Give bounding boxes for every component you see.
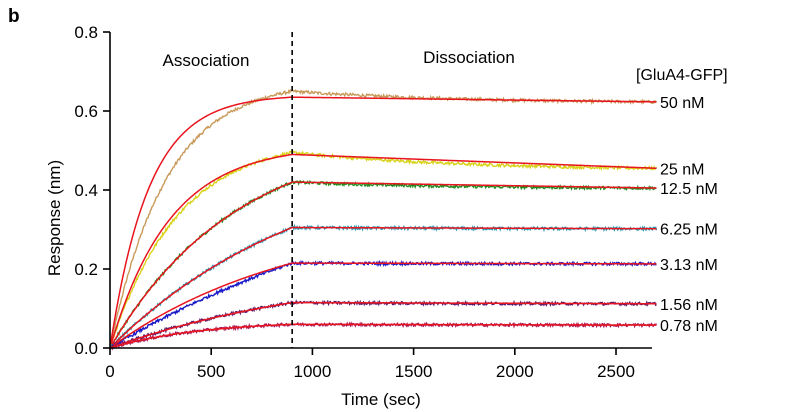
- concentration-label: 6.25 nM: [660, 222, 718, 239]
- data-trace: [109, 88, 658, 348]
- panel-label: b: [8, 6, 20, 27]
- concentration-label: 0.78 nM: [660, 318, 718, 335]
- fit-curve: [109, 96, 657, 349]
- x-axis-ticks: 0 500 1000 1500 2000 2500: [105, 348, 635, 381]
- fit-curve: [109, 226, 657, 349]
- x-tick-label: 2500: [597, 362, 635, 381]
- fit-curve: [109, 323, 657, 349]
- y-tick-label: 0.8: [74, 23, 98, 42]
- concentration-label: 25 nM: [660, 161, 704, 178]
- fit-curve: [109, 301, 657, 349]
- concentration-label: 1.56 nM: [660, 297, 718, 314]
- y-axis-ticks: 0.0 0.2 0.4 0.6 0.8: [74, 23, 110, 358]
- fit-curve: [109, 153, 657, 349]
- x-tick-label: 2000: [496, 362, 534, 381]
- y-tick-label: 0.2: [74, 260, 98, 279]
- x-tick-label: 1000: [293, 362, 331, 381]
- data-trace: [109, 150, 658, 348]
- concentration-labels: 50 nM 25 nM 12.5 nM 6.25 nM 3.13 nM 1.56 nM 0.…: [660, 95, 718, 335]
- legend-title: [GluA4-GFP]: [636, 67, 728, 84]
- association-label: Association: [163, 51, 250, 70]
- x-tick-label: 500: [197, 362, 225, 381]
- x-tick-label: 1500: [395, 362, 433, 381]
- y-tick-label: 0.0: [74, 339, 98, 358]
- dissociation-label: Dissociation: [423, 48, 515, 67]
- data-trace: [109, 259, 657, 350]
- concentration-label: 50 nM: [660, 95, 704, 112]
- plot-area: [109, 88, 658, 351]
- data-trace: [109, 321, 658, 351]
- y-tick-label: 0.4: [74, 181, 98, 200]
- concentration-label: 3.13 nM: [660, 257, 718, 274]
- fit-curve: [109, 262, 657, 349]
- y-tick-label: 0.6: [74, 102, 98, 121]
- y-axis-title: Response (nm): [45, 160, 64, 276]
- fit-curve: [109, 181, 657, 349]
- concentration-label: 12.5 nM: [660, 181, 718, 198]
- x-tick-label: 0: [105, 362, 114, 381]
- x-axis-title: Time (sec): [341, 390, 421, 409]
